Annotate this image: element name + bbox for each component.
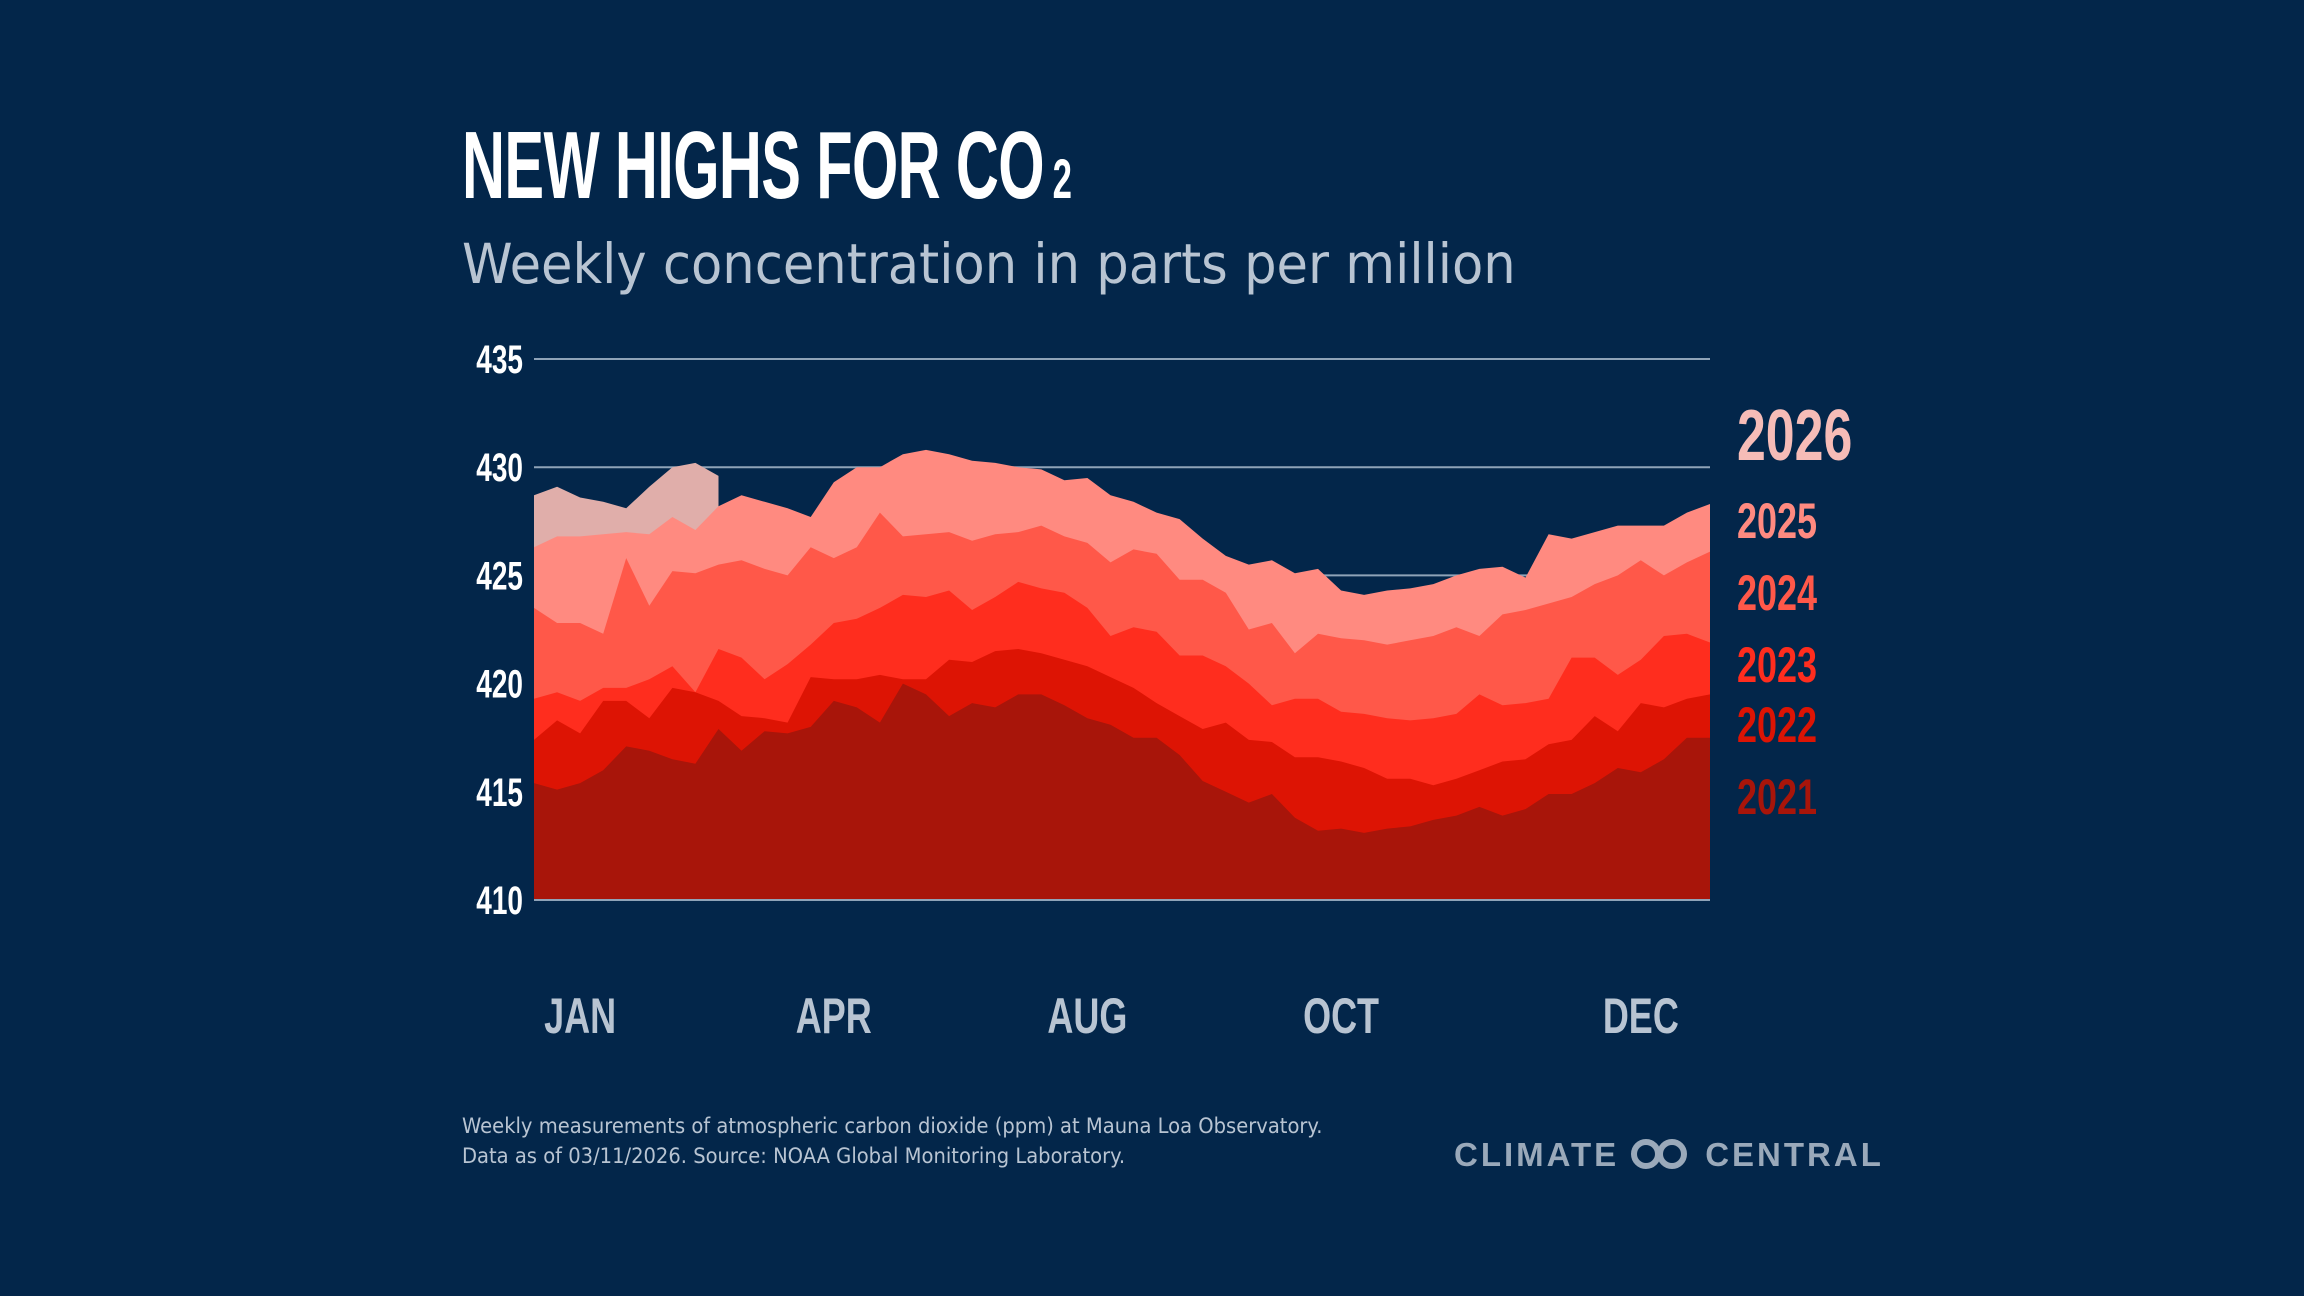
climate-central-logo: CLIMATE CENTRAL — [1454, 1136, 1884, 1174]
y-tick-label: 425 — [476, 555, 523, 599]
x-tick-label: AUG — [1047, 989, 1127, 1044]
legend-label-2026: 2026 — [1737, 396, 1852, 476]
legend-label-2021: 2021 — [1737, 770, 1817, 825]
y-tick-label: 420 — [476, 663, 523, 707]
chart-subtitle: Weekly concentration in parts per millio… — [462, 232, 1516, 296]
logo-text-right: CENTRAL — [1705, 1136, 1884, 1173]
x-tick-label: OCT — [1303, 989, 1379, 1044]
linked-rings-icon — [1631, 1139, 1693, 1171]
y-tick-label: 410 — [476, 879, 523, 923]
title-text: NEW HIGHS FOR CO — [462, 112, 1045, 219]
chart-title: NEW HIGHS FOR CO 2 — [462, 118, 1072, 214]
y-tick-label: 435 — [476, 338, 523, 382]
y-tick-label: 430 — [476, 446, 523, 490]
legend-label-2023: 2023 — [1737, 638, 1817, 693]
legend-label-2022: 2022 — [1737, 698, 1817, 753]
logo-text-left: CLIMATE — [1454, 1136, 1620, 1173]
y-tick-label: 415 — [476, 771, 523, 815]
x-tick-label: APR — [796, 989, 872, 1044]
footnote-line-2: Data as of 03/11/2026. Source: NOAA Glob… — [462, 1144, 1126, 1168]
x-tick-label: JAN — [544, 989, 616, 1044]
x-tick-label: DEC — [1603, 989, 1679, 1044]
legend-label-2025: 2025 — [1737, 494, 1817, 549]
legend-label-2024: 2024 — [1737, 566, 1817, 621]
title-subscript: 2 — [1052, 147, 1072, 210]
area-series-2021 — [534, 683, 1710, 900]
footnote-line-1: Weekly measurements of atmospheric carbo… — [462, 1114, 1323, 1138]
